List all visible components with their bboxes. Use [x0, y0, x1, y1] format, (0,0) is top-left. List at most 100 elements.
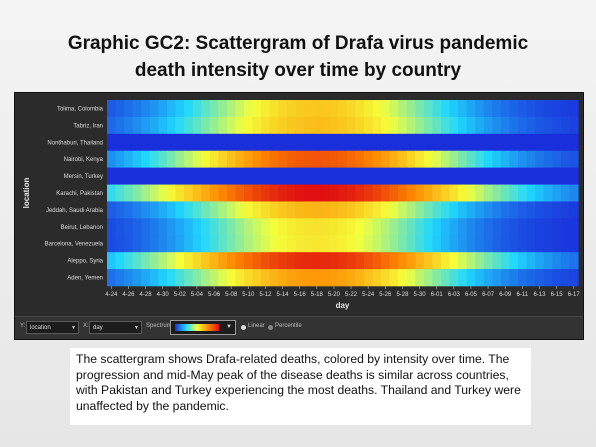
heatmap-cell [569, 116, 579, 135]
linear-radio[interactable] [241, 325, 246, 330]
heatmap-cell [372, 100, 382, 118]
heatmap-cell [560, 218, 571, 236]
heatmap-cell [346, 201, 356, 219]
heatmap-cell [286, 133, 296, 152]
x-axis-select[interactable]: day ▼ [89, 321, 142, 334]
heatmap-cell [321, 167, 331, 185]
heatmap-cell [115, 150, 125, 168]
heatmap-cell [363, 218, 374, 236]
heatmap-cell [569, 235, 579, 253]
heatmap-cell [535, 150, 545, 168]
heatmap-cell [166, 100, 177, 118]
heatmap-cell [560, 150, 571, 168]
heatmap-cell [107, 116, 117, 135]
heatmap-cell [226, 184, 237, 202]
heatmap-cell [415, 252, 425, 270]
heatmap-cell [261, 201, 271, 219]
heatmap-cell [423, 133, 434, 152]
heatmap-cell [303, 252, 314, 270]
heatmap-cell [552, 269, 562, 287]
heatmap-cell [312, 269, 322, 287]
heatmap-cell [569, 167, 579, 185]
heatmap-cell [132, 100, 142, 118]
heatmap-cell [209, 184, 219, 202]
heatmap-cell [355, 218, 365, 236]
heatmap-cell [526, 218, 536, 236]
heatmap-cell [132, 269, 142, 287]
heatmap-cell [363, 133, 374, 152]
heatmap-cell [312, 201, 322, 219]
heatmap-cell [295, 116, 305, 135]
heatmap-cell [278, 150, 288, 168]
heatmap-cell [560, 133, 571, 152]
heatmap-cell [381, 116, 391, 135]
heatmap-cell [252, 218, 262, 236]
heatmap-cell [398, 167, 408, 185]
heatmap-cell [466, 252, 476, 270]
heatmap-cell [432, 218, 442, 236]
heatmap-cell [381, 269, 391, 287]
heatmap-cell [569, 218, 579, 236]
heatmap-cell [569, 133, 579, 152]
percentile-radio[interactable] [268, 325, 273, 330]
heatmap-cell [218, 167, 228, 185]
heatmap-cell [432, 201, 442, 219]
heatmap-cell [252, 252, 262, 270]
heatmap-cell [149, 133, 159, 152]
heatmap-cell [141, 100, 151, 118]
x-tick-label: 5-20 [328, 292, 341, 298]
heatmap-cell [338, 116, 348, 135]
heatmap-cell [381, 252, 391, 270]
heatmap-cell [115, 252, 125, 270]
heatmap-cell [338, 235, 348, 253]
heatmap-cell [381, 150, 391, 168]
heatmap-cell [124, 269, 134, 287]
y-tick-label: Aleppo, Syria [67, 259, 103, 265]
heatmap-cell [526, 116, 536, 135]
heatmap-cell [226, 269, 237, 287]
spectrum-select[interactable]: ▼ [170, 320, 236, 335]
heatmap-cell [492, 100, 502, 118]
heatmap-cell [209, 116, 219, 135]
heatmap-cell [235, 218, 245, 236]
heatmap-cell [483, 150, 493, 168]
heatmap-cell [303, 100, 314, 118]
heatmap-cell [389, 218, 399, 236]
heatmap-cell [372, 184, 382, 202]
x-tick-label: 6-01 [431, 292, 444, 298]
heatmap-cell [244, 167, 254, 185]
heatmap-cell [158, 150, 168, 168]
y-axis-label: location [22, 178, 31, 209]
heatmap-cell [312, 235, 322, 253]
heatmap-cell [500, 184, 511, 202]
heatmap-cell [466, 269, 476, 287]
heatmap-cell [141, 116, 151, 135]
heatmap-cell [286, 235, 296, 253]
heatmap-cell [526, 184, 536, 202]
heatmap-cell [312, 133, 322, 152]
heatmap-cell [261, 150, 271, 168]
heatmap-cell [543, 167, 553, 185]
heatmap-cell [218, 100, 228, 118]
x-tick-label: 5-14 [277, 292, 290, 298]
heatmap-cell [192, 116, 202, 135]
y-axis-select[interactable]: location ▼ [26, 321, 79, 334]
heatmap-cell [124, 184, 134, 202]
heatmap-cell [543, 235, 553, 253]
heatmap-cell [149, 116, 159, 135]
heatmap-cell [398, 100, 408, 118]
heatmap-cell [192, 201, 202, 219]
heatmap-cell [346, 150, 356, 168]
heatmap-cell [184, 167, 194, 185]
heatmap-cell [321, 133, 331, 152]
heatmap-cell [201, 218, 211, 236]
heatmap-cell [552, 150, 562, 168]
heatmap-cell [355, 100, 365, 118]
heatmap-cell [235, 201, 245, 219]
heatmap-cell [209, 100, 219, 118]
heatmap-cell [295, 150, 305, 168]
heatmap-cell [492, 167, 502, 185]
spectrum-label: Spectrum: [146, 323, 174, 329]
heatmap-cell [552, 133, 562, 152]
heatmap-cell [278, 184, 288, 202]
